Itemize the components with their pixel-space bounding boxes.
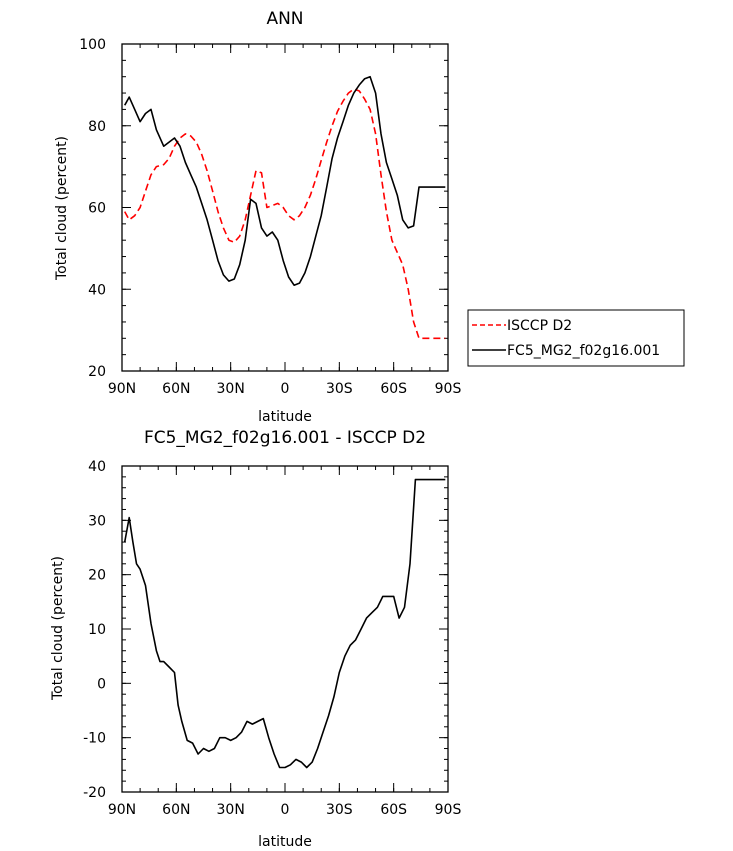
isccp-d2-line	[123, 88, 446, 340]
bottom-y-tick-label: 30	[88, 513, 106, 529]
bottom-x-axis-label: latitude	[258, 834, 312, 850]
bottom-x-tick-label: 30N	[217, 802, 245, 818]
bottom-y-tick-label: -10	[83, 731, 106, 747]
top-x-tick-label: 30S	[326, 381, 353, 397]
top-x-tick-label: 0	[281, 381, 290, 397]
top-y-tick-label: 20	[88, 364, 106, 380]
difference-line	[123, 478, 446, 769]
bottom-y-tick-label: -20	[83, 785, 106, 801]
top-y-tick-label: 80	[88, 119, 106, 135]
top-x-tick-label: 90N	[108, 381, 136, 397]
legend-box	[467, 309, 685, 367]
top-x-tick-label: 60S	[380, 381, 407, 397]
bottom-x-tick-label: 30S	[326, 802, 353, 818]
bottom-y-tick-label: 40	[88, 459, 106, 475]
top-x-tick-label: 60N	[162, 381, 190, 397]
bottom-y-tick-label: 10	[88, 622, 106, 638]
top-x-axis-label: latitude	[258, 409, 312, 425]
bottom-x-tick-label: 60S	[380, 802, 407, 818]
top-x-tick-label: 90S	[435, 381, 462, 397]
legend: ISCCP D2 FC5_MG2_f02g16.001	[467, 309, 685, 367]
bottom-y-tick-label: 0	[97, 676, 106, 692]
bottom-x-tick-label: 60N	[162, 802, 190, 818]
top-y-axis-label: Total cloud (percent)	[54, 136, 70, 281]
fc5-model-line	[123, 75, 446, 287]
top-panel: ANN latitude Total cloud (percent) 90N 60…	[54, 9, 461, 425]
bottom-y-tick-label: 20	[88, 568, 106, 584]
bottom-plot-frame	[121, 465, 449, 793]
top-x-tick-label: 30N	[217, 381, 245, 397]
bottom-y-axis-label: Total cloud (percent)	[50, 556, 66, 701]
top-y-tick-label: 40	[88, 282, 106, 298]
bottom-x-tick-label: 90N	[108, 802, 136, 818]
legend-label-isccp: ISCCP D2	[507, 318, 572, 334]
bottom-x-tick-label: 0	[281, 802, 290, 818]
bottom-x-tick-label: 90S	[435, 802, 462, 818]
top-chart-title: ANN	[266, 9, 303, 29]
legend-label-model: FC5_MG2_f02g16.001	[507, 343, 660, 359]
bottom-chart-title: FC5_MG2_f02g16.001 - ISCCP D2	[144, 428, 426, 448]
top-y-tick-label: 60	[88, 201, 106, 217]
bottom-panel: FC5_MG2_f02g16.001 - ISCCP D2 latitude T…	[50, 428, 461, 850]
top-plot-frame	[121, 43, 449, 372]
top-y-tick-label: 100	[79, 37, 106, 53]
